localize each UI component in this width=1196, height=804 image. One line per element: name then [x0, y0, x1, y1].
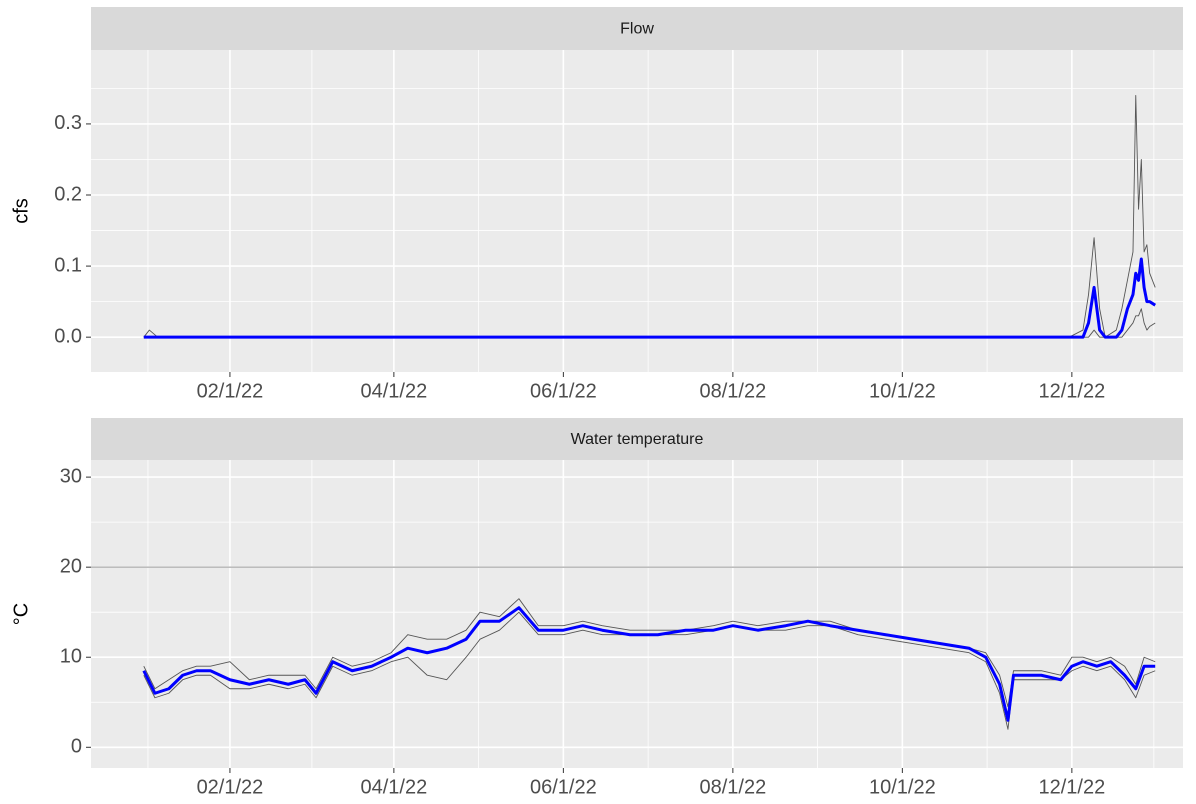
x-tick-label: 04/1/22 [361, 776, 428, 798]
x-tick-label: 08/1/22 [699, 776, 766, 798]
y-axis-title: °C [10, 603, 32, 625]
y-tick-label: 0 [71, 736, 82, 758]
x-tick-label: 12/1/22 [1038, 380, 1105, 402]
data-line [142, 606, 1156, 722]
strip [91, 418, 1183, 460]
y-tick-label: 0.1 [54, 254, 82, 276]
panel [91, 50, 1183, 372]
data-line [143, 257, 1157, 339]
x-tick-label: 06/1/22 [530, 776, 597, 798]
y-tick-label: 10 [60, 646, 82, 668]
strip [91, 7, 1183, 50]
y-tick-label: 30 [60, 465, 82, 487]
x-tick-label: 02/1/22 [197, 776, 264, 798]
data-line [143, 598, 1156, 708]
panel [91, 460, 1183, 768]
x-tick-label: 10/1/22 [869, 380, 936, 402]
strip-text: Water temperature [571, 431, 704, 448]
x-tick-label: 04/1/22 [361, 380, 428, 402]
x-tick-label: 08/1/22 [699, 380, 766, 402]
y-tick-label: 0.2 [54, 183, 82, 205]
x-tick-label: 12/1/22 [1038, 776, 1105, 798]
y-tick-label: 0.3 [54, 112, 82, 134]
y-tick-label: 20 [60, 555, 82, 577]
x-tick-label: 10/1/22 [869, 776, 936, 798]
y-tick-label: 0.0 [54, 325, 82, 347]
y-axis-title: cfs [10, 198, 32, 224]
x-tick-label: 06/1/22 [530, 380, 597, 402]
strip-text: Flow [620, 21, 654, 38]
x-tick-label: 02/1/22 [197, 380, 264, 402]
